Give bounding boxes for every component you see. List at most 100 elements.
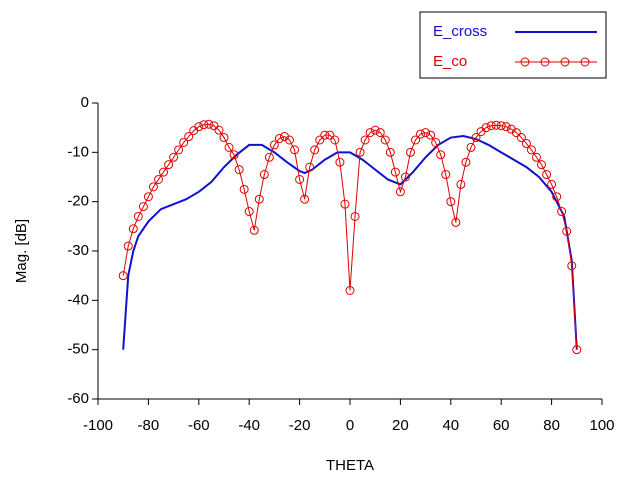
marker: [315, 135, 325, 145]
marker: [451, 217, 461, 227]
x-axis-label: THETA: [326, 457, 374, 474]
marker: [426, 130, 436, 140]
marker: [234, 165, 244, 175]
marker: [501, 122, 511, 132]
marker: [214, 125, 224, 135]
y-tick-label: 0: [81, 94, 89, 111]
marker: [199, 120, 209, 130]
y-axis-label: Mag. [dB]: [13, 219, 30, 283]
y-tick-label: -10: [67, 143, 89, 160]
legend-marker: [540, 57, 550, 67]
legend-label: E_co: [433, 53, 467, 70]
marker: [310, 145, 320, 155]
marker: [148, 182, 158, 192]
legend-label: E_cross: [433, 23, 487, 40]
y-tick-label: -40: [67, 291, 89, 308]
marker: [526, 145, 536, 155]
marker: [325, 130, 335, 140]
marker: [562, 226, 572, 236]
y-tick-label: -50: [67, 341, 89, 358]
marker: [552, 192, 562, 202]
x-tick-label: -40: [238, 417, 260, 434]
marker: [567, 261, 577, 271]
marker: [496, 121, 506, 131]
x-tick-label: -60: [188, 417, 210, 434]
marker: [471, 133, 481, 143]
marker: [390, 167, 400, 177]
marker: [380, 135, 390, 145]
marker: [355, 147, 365, 157]
marker: [350, 211, 360, 221]
x-tick-label: -20: [289, 417, 311, 434]
marker: [254, 194, 264, 204]
x-tick-label: -100: [83, 417, 113, 434]
series-line: [122, 135, 578, 350]
legend-marker: [560, 57, 570, 67]
marker: [547, 179, 557, 189]
y-tick-label: -30: [67, 242, 89, 259]
marker: [290, 145, 300, 155]
marker: [511, 128, 521, 138]
x-tick-label: 80: [543, 417, 560, 434]
legend-marker: [520, 57, 530, 67]
marker: [320, 130, 330, 140]
y-tick-label: -60: [67, 390, 89, 407]
marker: [557, 207, 567, 217]
marker: [340, 199, 350, 209]
marker: [521, 138, 531, 148]
marker: [405, 147, 415, 157]
marker: [436, 150, 446, 160]
marker: [295, 174, 305, 184]
marker: [159, 167, 169, 177]
marker: [330, 135, 340, 145]
marker: [285, 135, 295, 145]
marker: [244, 207, 254, 217]
marker: [194, 122, 204, 132]
marker: [446, 197, 456, 207]
marker: [169, 152, 179, 162]
marker: [491, 120, 501, 130]
marker: [486, 121, 496, 131]
x-tick-label: 0: [346, 417, 354, 434]
marker: [572, 345, 582, 355]
marker: [461, 157, 471, 167]
marker: [118, 271, 128, 281]
marker: [431, 137, 441, 147]
marker: [375, 128, 385, 138]
marker: [229, 150, 239, 160]
marker: [138, 202, 148, 212]
marker: [239, 184, 249, 194]
x-tick-label: 60: [493, 417, 510, 434]
marker: [531, 152, 541, 162]
marker: [123, 241, 133, 251]
marker: [305, 162, 315, 172]
marker: [411, 135, 421, 145]
marker: [264, 152, 274, 162]
x-tick-label: -80: [138, 417, 160, 434]
x-tick-label: 40: [442, 417, 459, 434]
legend-box: [419, 11, 607, 79]
marker: [209, 121, 219, 131]
marker: [335, 157, 345, 167]
marker: [128, 224, 138, 234]
marker: [249, 225, 259, 235]
marker: [204, 119, 214, 129]
marker: [300, 194, 310, 204]
marker: [219, 133, 229, 143]
marker: [416, 129, 426, 139]
y-tick-label: -20: [67, 193, 89, 210]
marker: [421, 128, 431, 138]
marker: [385, 147, 395, 157]
marker: [542, 170, 552, 180]
marker: [481, 123, 491, 133]
x-tick-label: 100: [589, 417, 614, 434]
series-line: [122, 123, 578, 350]
marker: [269, 140, 279, 150]
marker: [224, 142, 234, 152]
marker: [153, 174, 163, 184]
marker: [259, 170, 269, 180]
marker: [184, 132, 194, 142]
marker: [466, 142, 476, 152]
marker: [360, 135, 370, 145]
